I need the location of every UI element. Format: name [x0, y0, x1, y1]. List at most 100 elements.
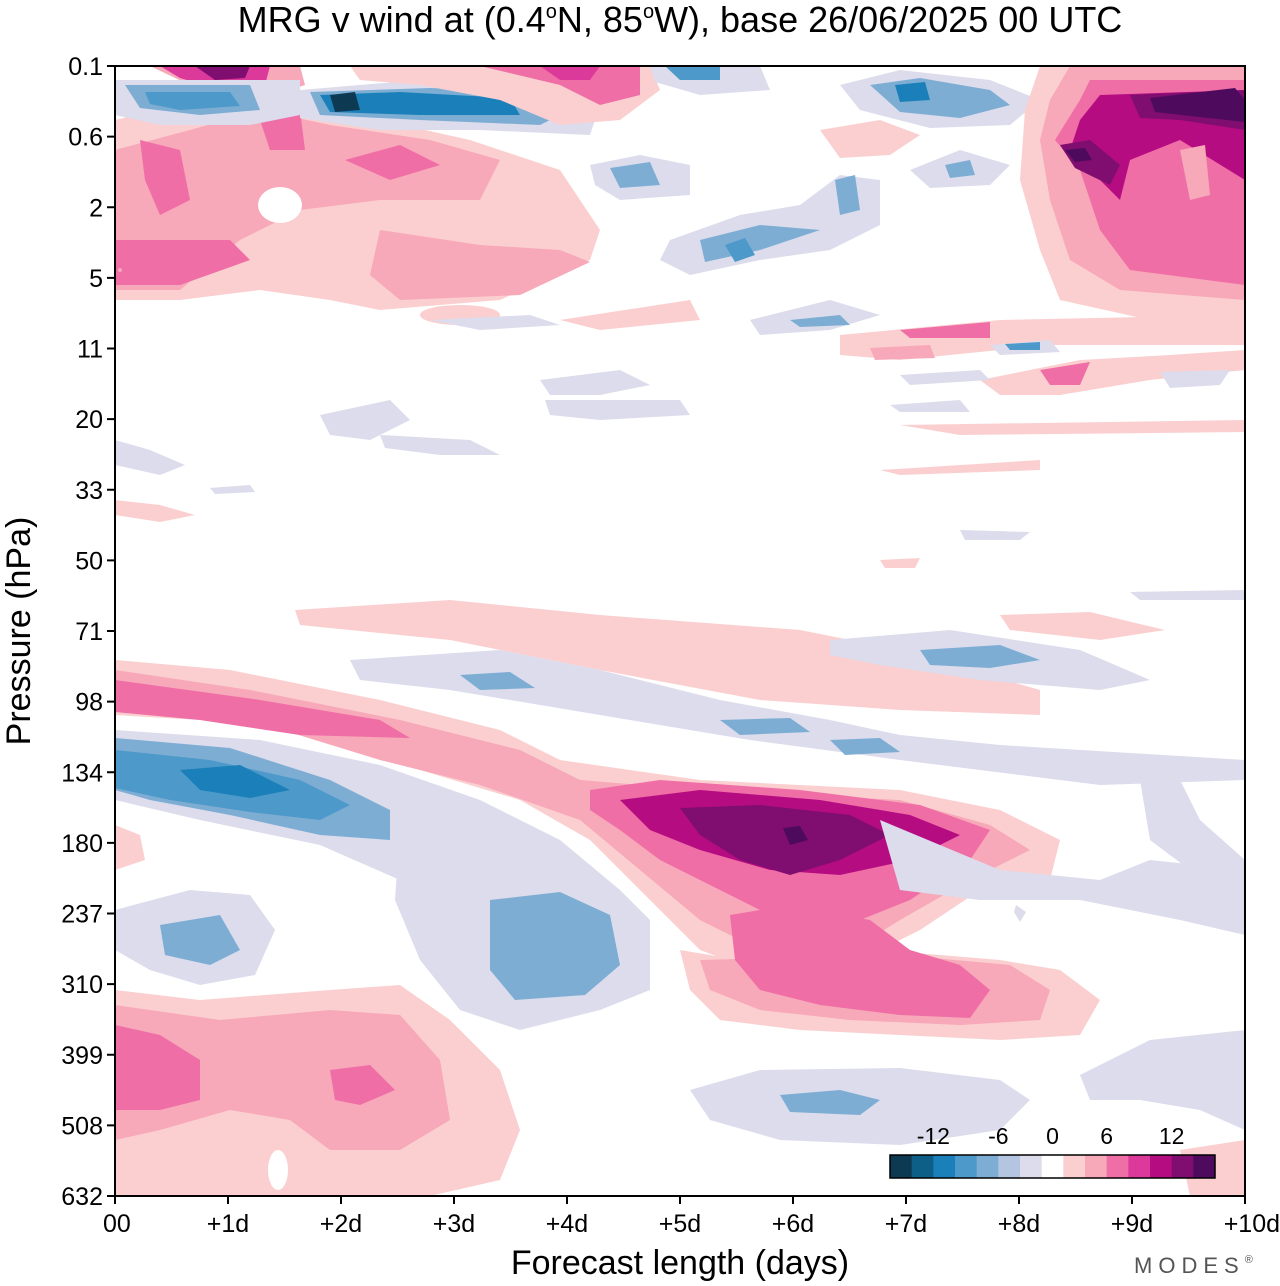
- contour-neg-6: [920, 645, 1040, 668]
- colorbar-label: 6: [1100, 1123, 1113, 1149]
- contour-pos-14: [1065, 148, 1092, 162]
- contour-neg-2: [1014, 905, 1026, 922]
- contour-neg-2: [1160, 370, 1230, 388]
- colorbar-swatch: [1020, 1155, 1043, 1178]
- contour-pos-2: [115, 825, 145, 870]
- contour-neg-6: [610, 162, 660, 188]
- contour-neg-2: [350, 650, 1245, 785]
- colorbar-label: 0: [1046, 1123, 1059, 1149]
- contour-neg-2: [880, 820, 1245, 935]
- plot-background: [258, 187, 302, 223]
- y-tick-label: 632: [61, 1183, 103, 1211]
- plot-background: [268, 1150, 288, 1190]
- contour-neg-2: [115, 440, 185, 475]
- x-tick-label: +6d: [772, 1210, 814, 1238]
- contour-neg-6: [720, 718, 810, 735]
- contour-neg-8: [665, 66, 720, 80]
- contour-neg-2: [210, 485, 255, 494]
- y-tick-label: 50: [75, 547, 103, 575]
- contour-neg-2: [1080, 1030, 1245, 1130]
- y-axis-label: Pressure (hPa): [0, 517, 38, 746]
- colorbar-label: -6: [988, 1123, 1008, 1149]
- modes-watermark: MODES®: [1134, 1253, 1259, 1278]
- colorbar-label: 12: [1159, 1123, 1185, 1149]
- contour-pos-2: [880, 460, 1040, 475]
- contour-neg-6: [945, 160, 975, 178]
- contour-pos-6: [115, 1025, 200, 1110]
- colorbar: -12 -6 0 6 12: [889, 1123, 1216, 1179]
- contour-neg-10: [320, 92, 520, 115]
- contour-pos-2: [1000, 612, 1165, 640]
- contour-neg-2: [540, 370, 650, 395]
- contour-neg-6: [490, 892, 620, 1000]
- contour-pos-12: [680, 805, 890, 875]
- x-axis-label: Forecast length (days): [511, 1244, 849, 1282]
- contour-neg-2: [1130, 590, 1245, 600]
- x-tick-label: +8d: [998, 1210, 1040, 1238]
- contour-pos-4: [370, 230, 590, 300]
- contour-pos-4: [870, 345, 935, 360]
- colorbar-swatch: [1171, 1155, 1194, 1178]
- colorbar-swatch: [955, 1155, 978, 1178]
- plot-area: [115, 66, 1245, 1196]
- x-tick-label: +7d: [885, 1210, 927, 1238]
- x-tick-label: +3d: [433, 1210, 475, 1238]
- contour-pos-6: [1040, 362, 1090, 385]
- colorbar-frame: [889, 1154, 1216, 1179]
- colorbar-swatch: [1041, 1155, 1064, 1178]
- contour-pos-6: [900, 322, 990, 338]
- contour-neg-2: [320, 400, 410, 440]
- contour-pos-2: [840, 315, 1245, 360]
- colorbar-swatch: [1063, 1155, 1086, 1178]
- contour-neg-6: [780, 1090, 880, 1115]
- contour-neg-8: [145, 92, 240, 110]
- y-tick-label: 71: [75, 618, 103, 646]
- contour-pos-6: [480, 66, 640, 105]
- colorbar-swatch: [933, 1155, 956, 1178]
- contour-neg-6: [835, 175, 860, 215]
- contour-neg-8: [725, 238, 755, 262]
- colorbar-swatch: [976, 1155, 999, 1178]
- y-tick-label: 399: [61, 1042, 103, 1070]
- contour-pos-4: [1180, 145, 1210, 200]
- contour-neg-2: [890, 400, 970, 412]
- y-tick-label: 11: [77, 336, 103, 364]
- chart-title: MRG v wind at (0.4oN, 85oW), base 26/06/…: [238, 0, 1123, 40]
- contour-pos-2: [115, 500, 195, 522]
- contour-pos-2: [820, 120, 920, 158]
- contour-neg-6: [790, 315, 850, 327]
- colorbar-label: -12: [917, 1123, 950, 1149]
- y-axis: 0.1 0.6 2 5 11 20 33 50 71 98 134 180 237 310 399 508 63…: [61, 53, 115, 1211]
- contour-neg-8: [1005, 342, 1040, 350]
- contour-pos-2: [900, 420, 1245, 435]
- y-tick-label: 2: [89, 194, 103, 222]
- contour-pos-2: [980, 350, 1245, 395]
- colorbar-swatch: [1150, 1155, 1173, 1178]
- colorbar-swatch: [911, 1155, 934, 1178]
- y-tick-label: 0.1: [68, 53, 103, 81]
- contour-neg-2: [1140, 780, 1245, 880]
- y-tick-label: 508: [61, 1112, 103, 1140]
- x-axis: 00 +1d +2d +3d +4d +5d +6d +7d +8d +9d +10d: [103, 1196, 1280, 1238]
- y-tick-label: 237: [61, 901, 103, 929]
- colorbar-swatch: [1085, 1155, 1108, 1178]
- x-tick-label: 00: [103, 1210, 131, 1238]
- contour-neg-6: [160, 915, 240, 965]
- contour-neg-2: [430, 315, 560, 330]
- contour-pos-2: [295, 600, 1040, 715]
- y-tick-label: 180: [61, 830, 103, 858]
- contour-pos-6: [140, 140, 190, 215]
- contour-pos-2: [560, 300, 700, 330]
- contour-neg-2: [960, 530, 1030, 540]
- y-tick-label: 33: [75, 477, 103, 505]
- contour-neg-10: [180, 765, 290, 798]
- y-tick-label: 20: [75, 406, 103, 434]
- y-tick-label: 5: [89, 265, 103, 293]
- colorbar-swatch: [1106, 1155, 1129, 1178]
- x-tick-label: +1d: [207, 1210, 249, 1238]
- x-tick-label: +5d: [659, 1210, 701, 1238]
- contour-pos-14: [783, 826, 808, 845]
- contour-pos-6: [115, 240, 250, 285]
- contour-pos-2: [880, 558, 920, 568]
